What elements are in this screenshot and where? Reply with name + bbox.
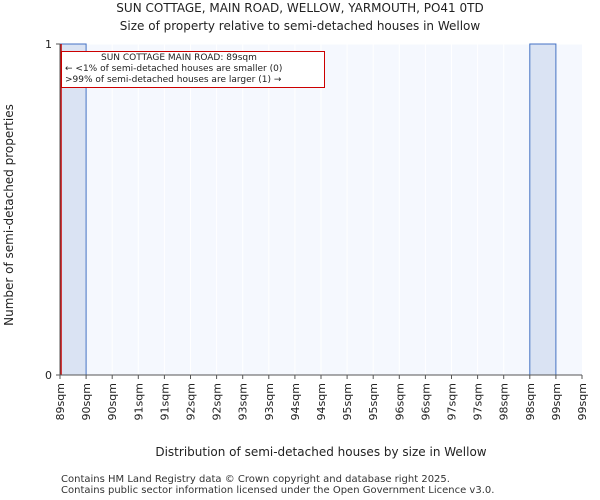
y-tick-label: 0 [45, 369, 52, 382]
x-tick-label: 98sqm [524, 383, 537, 420]
x-tick-label: 91sqm [158, 383, 171, 420]
x-tick-label: 97sqm [472, 383, 485, 420]
x-axis-ticks: 89sqm 90sqm 90sqm 91sqm 91sqm 92sqm 92sqm 93sqm… [54, 375, 589, 420]
bar [529, 43, 557, 376]
x-tick-label: 97sqm [446, 383, 459, 420]
x-tick-label: 93sqm [237, 383, 250, 420]
y-tick-label: 1 [45, 38, 52, 51]
annotation-line-3: >99% of semi-detached houses are larger … [65, 75, 282, 85]
x-tick-label: 93sqm [263, 383, 276, 420]
x-tick-label: 95sqm [367, 383, 380, 420]
chart-title: SUN COTTAGE, MAIN ROAD, WELLOW, YARMOUTH… [116, 1, 484, 15]
x-tick-label: 90sqm [106, 383, 119, 420]
x-tick-label: 94sqm [289, 383, 302, 420]
x-tick-label: 96sqm [419, 383, 432, 420]
x-tick-label: 98sqm [498, 383, 511, 420]
x-tick-label: 94sqm [315, 383, 328, 420]
x-tick-label: 99sqm [576, 383, 589, 420]
footer-line-2: Contains public sector information licen… [61, 485, 495, 496]
x-tick-label: 92sqm [185, 383, 198, 420]
x-tick-label: 95sqm [341, 383, 354, 420]
bar [59, 43, 87, 376]
x-axis-label: Distribution of semi-detached houses by … [155, 445, 487, 459]
annotation-box: SUN COTTAGE MAIN ROAD: 89sqm ← <1% of se… [61, 51, 325, 88]
chart-subtitle: Size of property relative to semi-detach… [119, 19, 481, 33]
footer-line-1: Contains HM Land Registry data © Crown c… [61, 474, 450, 485]
annotation-line-1: SUN COTTAGE MAIN ROAD: 89sqm [101, 53, 257, 63]
grid-lines [60, 43, 582, 376]
x-tick-label: 96sqm [393, 383, 406, 420]
x-tick-label: 90sqm [80, 383, 93, 420]
y-axis-ticks: 01 [45, 38, 60, 382]
x-tick-label: 92sqm [211, 383, 224, 420]
x-tick-label: 99sqm [550, 383, 563, 420]
x-tick-label: 89sqm [54, 383, 67, 420]
annotation-line-2: ← <1% of semi-detached houses are smalle… [65, 64, 283, 74]
x-tick-label: 91sqm [132, 383, 145, 420]
